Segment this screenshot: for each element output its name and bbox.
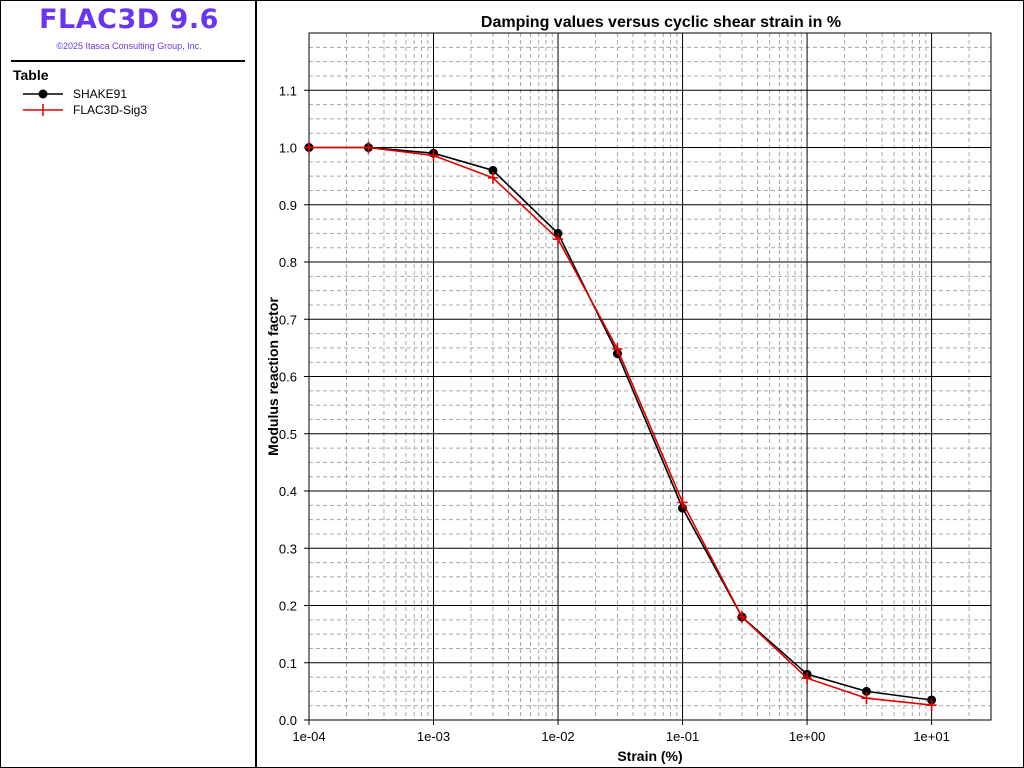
- y-axis-ticks: 0.0 0.1 0.2 0.3 0.4 0.5 0.6 0.7 0.8 0.9 1.0 1.1: [279, 83, 309, 728]
- y-tick-label: 0.1: [279, 656, 297, 671]
- y-tick-label: 0.2: [279, 599, 297, 614]
- data-point: [612, 343, 623, 356]
- legend-swatch-circle-icon: [23, 89, 63, 99]
- y-tick-label: 1.0: [279, 141, 297, 156]
- app-title: FLAC3D 9.6: [39, 4, 219, 35]
- x-tick-label: 1e+00: [789, 729, 826, 744]
- y-tick-label: 0.4: [279, 484, 297, 499]
- data-point: [677, 496, 688, 509]
- y-tick-label: 0.6: [279, 370, 297, 385]
- legend-heading: Table: [13, 67, 49, 83]
- legend-item-flac3d-sig3[interactable]: FLAC3D-Sig3: [23, 103, 243, 117]
- major-gridlines: [308, 33, 991, 721]
- data-point: [926, 699, 937, 712]
- y-tick-label: 0.0: [279, 713, 297, 728]
- data-point: [861, 686, 871, 696]
- x-tick-label: 1e+01: [913, 729, 950, 744]
- y-tick-label: 0.3: [279, 541, 297, 556]
- data-point: [488, 165, 498, 175]
- chart-panel: Damping values versus cyclic shear strai…: [259, 1, 1023, 767]
- y-axis-label: Modulus reaction factor: [265, 297, 281, 456]
- legend-swatch-plus-icon: [23, 104, 63, 116]
- legend-label: FLAC3D-Sig3: [73, 103, 148, 117]
- data-point: [487, 171, 498, 184]
- data-point: [428, 149, 439, 162]
- chart[interactable]: Damping values versus cyclic shear strai…: [259, 1, 1023, 767]
- sidebar-panel: FLAC3D 9.6 ©2025 Itasca Consulting Group…: [1, 1, 257, 767]
- y-tick-label: 0.7: [279, 312, 297, 327]
- chart-title: Damping values versus cyclic shear strai…: [481, 14, 841, 31]
- y-tick-label: 1.1: [279, 83, 297, 98]
- x-tick-label: 1e-01: [666, 729, 699, 744]
- y-tick-label: 0.5: [279, 427, 297, 442]
- x-tick-label: 1e-02: [541, 729, 574, 744]
- legend-label: SHAKE91: [73, 87, 128, 101]
- title-divider: [11, 60, 245, 62]
- data-point: [861, 692, 872, 705]
- data-point: [802, 672, 813, 685]
- x-axis-label: Strain (%): [617, 748, 682, 764]
- data-point: [304, 141, 314, 154]
- series-line: [309, 146, 932, 701]
- legend-item-shake91[interactable]: SHAKE91: [23, 87, 243, 101]
- y-tick-label: 0.8: [279, 255, 297, 270]
- data-point: [363, 141, 374, 154]
- series-line: [309, 146, 932, 706]
- copyright-text: ©2025 Itasca Consulting Group, Inc.: [56, 41, 202, 51]
- x-tick-label: 1e-03: [417, 729, 450, 744]
- x-axis-ticks: 1e-04 1e-03 1e-02 1e-01 1e+00 1e+01: [292, 720, 950, 744]
- y-tick-label: 0.9: [279, 198, 297, 213]
- series-layer: [304, 141, 937, 712]
- data-point: [553, 233, 564, 246]
- data-point: [736, 610, 747, 623]
- series-flac3d-sig3: [304, 141, 937, 712]
- x-tick-label: 1e-04: [292, 729, 325, 744]
